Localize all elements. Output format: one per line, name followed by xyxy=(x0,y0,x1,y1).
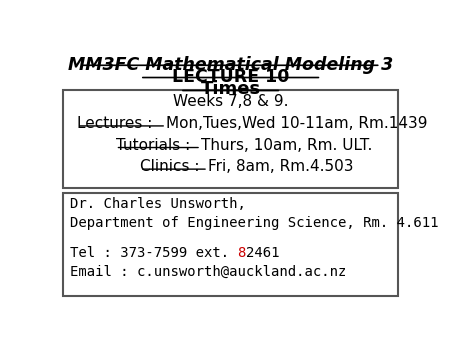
Text: 8: 8 xyxy=(237,245,246,260)
Text: Weeks 7,8 & 9.: Weeks 7,8 & 9. xyxy=(173,94,288,110)
Text: LECTURE 10: LECTURE 10 xyxy=(172,68,289,86)
Text: MM3FC Mathematical Modeling 3: MM3FC Mathematical Modeling 3 xyxy=(68,56,393,74)
Text: Times: Times xyxy=(201,80,261,98)
FancyBboxPatch shape xyxy=(63,90,398,188)
Text: Tel : 373-7599 ext.: Tel : 373-7599 ext. xyxy=(70,245,238,260)
FancyBboxPatch shape xyxy=(63,193,398,296)
Text: Lectures :: Lectures : xyxy=(77,116,158,131)
Text: Clinics :: Clinics : xyxy=(140,159,204,174)
Text: Tutorials :: Tutorials : xyxy=(116,138,195,153)
Text: Thurs, 10am, Rm. ULT.: Thurs, 10am, Rm. ULT. xyxy=(201,138,372,153)
Text: 2461: 2461 xyxy=(246,245,279,260)
Text: Department of Engineering Science, Rm. 4.611: Department of Engineering Science, Rm. 4… xyxy=(70,216,439,230)
Text: Email : c.unsworth@auckland.ac.nz: Email : c.unsworth@auckland.ac.nz xyxy=(70,265,346,279)
Text: Fri, 8am, Rm.4.503: Fri, 8am, Rm.4.503 xyxy=(208,159,353,174)
Text: Mon,Tues,Wed 10-11am, Rm.1439: Mon,Tues,Wed 10-11am, Rm.1439 xyxy=(166,116,428,131)
Text: Dr. Charles Unsworth,: Dr. Charles Unsworth, xyxy=(70,197,246,211)
